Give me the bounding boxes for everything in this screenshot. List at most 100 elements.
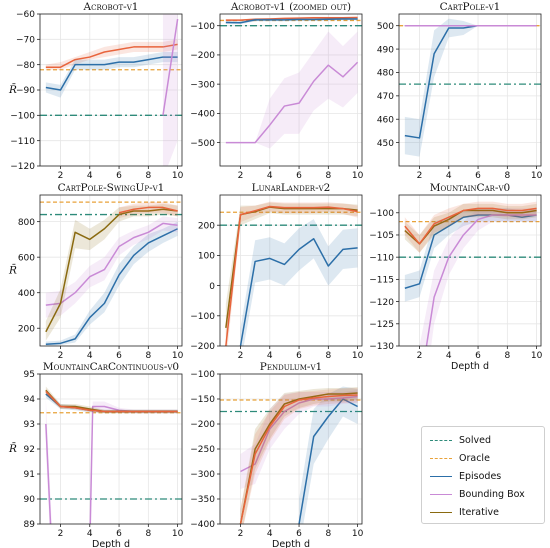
series-line-bbox (425, 214, 537, 346)
x-axis-label: Depth d (451, 361, 489, 372)
legend-label-episodes: Episodes (459, 470, 502, 482)
x-tick-label: 2 (238, 529, 244, 539)
x-tick-label: 4 (267, 171, 273, 181)
y-tick-label: −100 (190, 312, 215, 322)
y-axis-label: R̄ (8, 83, 17, 96)
band-red (119, 202, 178, 219)
panel-title: Acrobot-v1 (zoomed out) (230, 1, 351, 13)
x-tick-label: 10 (531, 351, 543, 361)
x-tick-label: 6 (116, 351, 122, 361)
y-tick-label: −115 (369, 276, 394, 286)
series-line-red (118, 206, 178, 214)
band-red (45, 389, 178, 413)
panel-title: CartPole-SwingUp-v1 (58, 182, 165, 194)
series-line-episodes (225, 18, 358, 24)
panel-4: 200 400 600 800 2 4 6 8 10 CartPole-SwingUp-v1 R̄ (8, 182, 184, 361)
band-bbox (89, 401, 178, 524)
series-line-episodes (45, 56, 178, 91)
y-tick-label: −120 (369, 298, 394, 308)
legend-item-iterative: Iterative (430, 505, 499, 519)
series-line-episodes (404, 24, 479, 139)
x-tick-label: 8 (325, 351, 331, 361)
series-line-red (225, 205, 358, 346)
x-tick-label: 6 (116, 529, 122, 539)
series-line-bbox (45, 423, 52, 524)
x-axis-label: Depth d (92, 539, 130, 548)
y-tick-label: −80 (16, 61, 35, 71)
panel-7: 89 90 91 92 93 94 95 2 4 6 8 10 MountainCarContinuou… (8, 361, 184, 548)
x-tick-label: 4 (267, 351, 273, 361)
y-tick-label: −70 (16, 36, 35, 46)
y-tick-label: 480 (377, 69, 394, 79)
band-bbox (45, 399, 52, 524)
band-episodes (404, 18, 479, 157)
band-episodes (240, 219, 358, 346)
band-iterative (225, 202, 358, 346)
y-tick-label: −200 (190, 420, 215, 430)
band-bbox (162, 14, 178, 166)
series-line-bbox (89, 405, 178, 524)
x-tick-label: 2 (238, 351, 244, 361)
band-episodes (404, 208, 537, 302)
x-axis-label: Depth d (272, 539, 310, 548)
x-tick-label: 2 (238, 171, 244, 181)
y-tick-label: −400 (190, 520, 215, 530)
series-line-red (45, 390, 178, 413)
panel-3: 450 460 470 480 490 500 2 4 6 8 10 CartPole-v1 (377, 1, 543, 181)
x-tick-label: 8 (504, 171, 510, 181)
x-tick-label: 10 (531, 171, 543, 181)
x-tick-label: 2 (58, 171, 64, 181)
y-tick-label: 500 (377, 22, 394, 32)
panel-title: MountainCar-v0 (430, 182, 510, 194)
x-tick-label: 4 (446, 171, 452, 181)
y-tick-label: −105 (369, 231, 394, 241)
x-tick-label: 4 (267, 529, 273, 539)
x-tick-label: 8 (145, 171, 151, 181)
y-tick-label: −100 (190, 22, 215, 32)
x-tick-label: 10 (352, 351, 364, 361)
x-tick-label: 2 (417, 171, 423, 181)
plot-area (220, 16, 362, 149)
series-line-bbox (45, 222, 178, 306)
panel-8: −400 −350 −300 −250 −200 −150 −100 2 4 6 8 10 Pendul… (190, 361, 363, 548)
x-tick-label: 8 (325, 171, 331, 181)
y-tick-label: 490 (377, 45, 394, 55)
legend-item-oracle: Oracle (430, 451, 490, 465)
y-tick-label: −150 (190, 395, 215, 405)
x-tick-label: 8 (145, 529, 151, 539)
x-tick-label: 6 (296, 351, 302, 361)
x-tick-label: 10 (352, 529, 364, 539)
band-episodes (299, 386, 358, 524)
plot-area (40, 14, 182, 166)
axes-frame (219, 194, 363, 347)
y-tick-label: −60 (16, 10, 35, 20)
y-tick-label: −350 (190, 495, 215, 505)
y-tick-label: 400 (18, 289, 35, 299)
series-line-bbox (240, 395, 358, 473)
y-tick-label: −300 (190, 470, 215, 480)
y-tick-label: −400 (190, 110, 215, 120)
x-tick-label: 10 (172, 171, 184, 181)
panel-title: MountainCarContinuous-v0 (43, 361, 179, 373)
x-tick-label: 4 (87, 529, 93, 539)
x-tick-label: 8 (504, 351, 510, 361)
plot-area (399, 18, 541, 157)
band-bbox (240, 390, 358, 489)
y-tick-label: −500 (190, 139, 215, 149)
band-episodes (45, 221, 178, 346)
y-tick-label: 200 (18, 324, 35, 334)
y-tick-label: 470 (377, 92, 394, 102)
y-axis-label: R̄ (8, 264, 17, 277)
y-tick-label: 93 (24, 420, 35, 430)
legend-swatch-episodes (430, 475, 452, 477)
legend-label-solved: Solved (459, 434, 491, 446)
series-line-iterative (45, 208, 178, 333)
y-tick-label: −200 (190, 342, 215, 352)
band-iterative (45, 203, 178, 341)
x-tick-label: 6 (116, 171, 122, 181)
legend: Solved Oracle Episodes Bounding Box Iter… (421, 426, 545, 524)
x-tick-label: 10 (172, 529, 184, 539)
plot-area (220, 386, 362, 524)
y-tick-label: −110 (10, 137, 35, 147)
